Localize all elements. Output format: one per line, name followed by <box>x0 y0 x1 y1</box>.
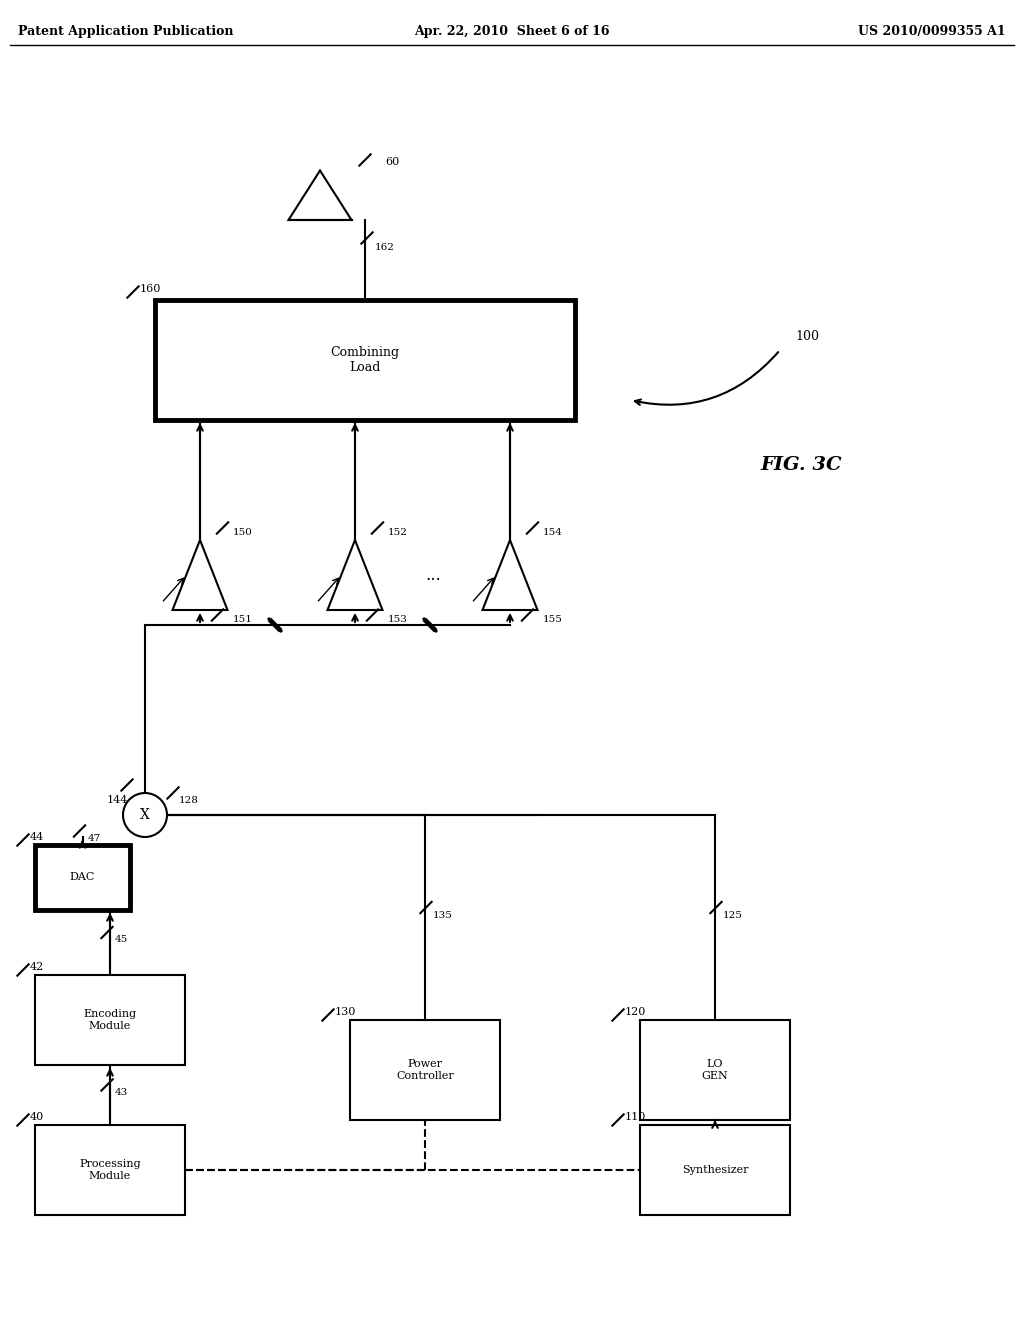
Text: 155: 155 <box>543 615 562 624</box>
Text: Power
Controller: Power Controller <box>396 1059 454 1081</box>
Text: 144: 144 <box>106 795 128 805</box>
Text: 154: 154 <box>543 528 562 537</box>
Text: 44: 44 <box>30 832 44 842</box>
Bar <box>640 1020 790 1119</box>
Text: LO
GEN: LO GEN <box>701 1059 728 1081</box>
Text: ...: ... <box>425 566 441 583</box>
Text: 40: 40 <box>30 1111 44 1122</box>
Text: Apr. 22, 2010  Sheet 6 of 16: Apr. 22, 2010 Sheet 6 of 16 <box>415 25 609 38</box>
Text: 125: 125 <box>723 911 742 920</box>
Text: US 2010/0099355 A1: US 2010/0099355 A1 <box>858 25 1006 38</box>
Text: 45: 45 <box>115 936 128 945</box>
Text: 151: 151 <box>232 615 252 624</box>
Circle shape <box>123 793 167 837</box>
Text: 47: 47 <box>87 834 100 843</box>
Text: DAC: DAC <box>70 873 95 883</box>
Text: 120: 120 <box>625 1007 646 1016</box>
Bar <box>640 1125 790 1214</box>
Text: 43: 43 <box>115 1088 128 1097</box>
Text: 128: 128 <box>179 796 199 805</box>
Text: 130: 130 <box>335 1007 356 1016</box>
Text: 162: 162 <box>375 243 395 252</box>
Text: Processing
Module: Processing Module <box>79 1159 141 1181</box>
Text: 60: 60 <box>385 157 399 168</box>
Text: 100: 100 <box>795 330 819 343</box>
Bar <box>35 1125 185 1214</box>
Text: 42: 42 <box>30 962 44 972</box>
Bar <box>35 975 185 1065</box>
Text: 110: 110 <box>625 1111 646 1122</box>
Text: Synthesizer: Synthesizer <box>682 1166 749 1175</box>
Text: 135: 135 <box>433 911 453 920</box>
Text: FIG. 3C: FIG. 3C <box>760 455 842 474</box>
Text: X: X <box>140 808 150 822</box>
Bar <box>350 1020 500 1119</box>
Text: Combining
Load: Combining Load <box>331 346 399 374</box>
Text: Patent Application Publication: Patent Application Publication <box>18 25 233 38</box>
Bar <box>155 300 575 420</box>
Text: 160: 160 <box>140 284 162 294</box>
Text: 150: 150 <box>232 528 252 537</box>
Text: 152: 152 <box>387 528 408 537</box>
Bar <box>35 845 130 909</box>
Text: 153: 153 <box>387 615 408 624</box>
Text: Encoding
Module: Encoding Module <box>83 1010 136 1031</box>
